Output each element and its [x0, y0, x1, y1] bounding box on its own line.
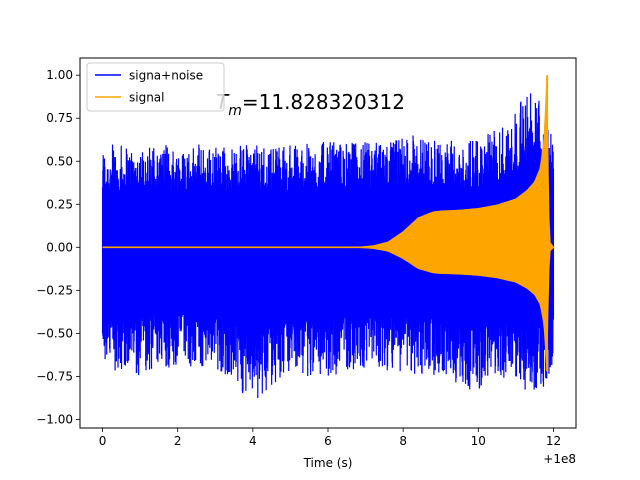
y-tick-label: 0.00	[46, 240, 73, 254]
x-tick-label: 4	[249, 434, 257, 448]
y-tick-label: −0.50	[36, 326, 73, 340]
x-axis-label: Time (s)	[303, 456, 353, 470]
y-tick-label: 0.25	[46, 197, 73, 211]
x-tick-label: 10	[471, 434, 486, 448]
y-tick-label: −0.75	[36, 369, 73, 383]
x-axis-ticks: 0 2 4 6 8 10 12	[99, 428, 561, 448]
x-tick-label: 12	[546, 434, 561, 448]
legend: signa+noise signal	[86, 62, 225, 112]
x-tick-label: 8	[399, 434, 407, 448]
annotation-subscript: m	[228, 103, 242, 119]
y-tick-label: −1.00	[36, 412, 73, 426]
y-tick-label: 0.75	[46, 111, 73, 125]
x-tick-label: 6	[324, 434, 332, 448]
signal-series-layer	[102, 75, 555, 372]
y-axis-ticks: −1.00 −0.75 −0.50 −0.25 0.00 0.25 0.50 0.75 1.00	[36, 68, 80, 426]
x-tick-label: 2	[174, 434, 182, 448]
x-tick-label: 0	[99, 434, 107, 448]
x-axis-offset: +1e8	[543, 452, 576, 466]
legend-label-noise: signa+noise	[129, 69, 203, 83]
y-tick-label: 1.00	[46, 68, 73, 82]
y-tick-label: 0.50	[46, 154, 73, 168]
y-tick-label: −0.25	[36, 283, 73, 297]
legend-label-signal: signal	[129, 91, 165, 105]
legend-box	[86, 62, 225, 112]
annotation-value: =11.828320312	[242, 90, 405, 114]
